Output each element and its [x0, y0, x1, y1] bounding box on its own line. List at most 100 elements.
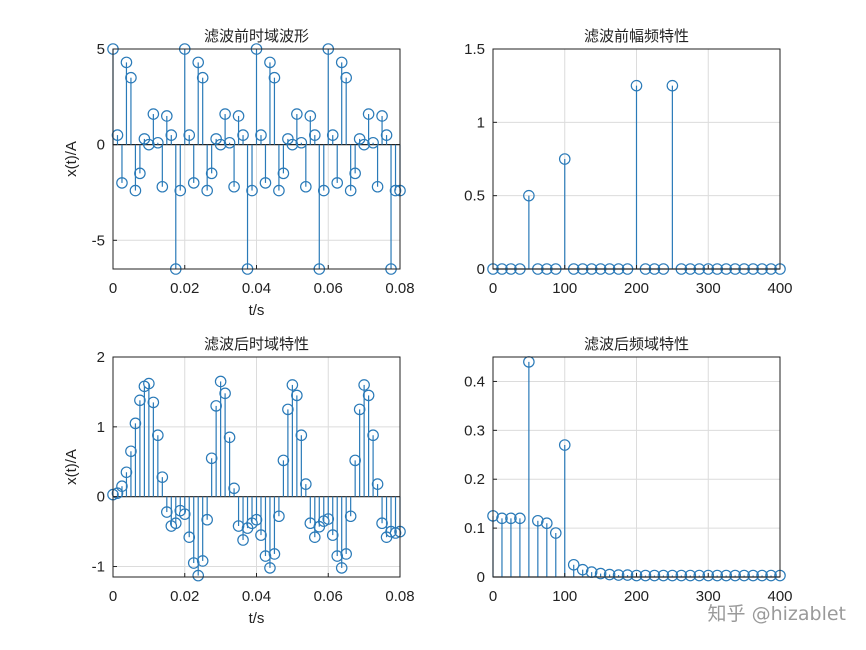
stem-marker [335, 562, 348, 574]
stem-marker [210, 400, 222, 412]
stem-marker [192, 56, 205, 69]
x-tick-label: 300 [696, 280, 721, 297]
x-tick-label: 0 [109, 588, 117, 605]
stem-marker [268, 548, 281, 560]
stem-marker [219, 387, 231, 400]
plot-1: 0 0.02 0.04 0.06 0.08 -5 0 5 滤波前时域波形 t/s x(t)/A [63, 27, 415, 319]
stem-marker [169, 517, 182, 530]
stem-marker [232, 110, 245, 122]
stem-marker [264, 56, 276, 69]
x-tick-label: 0.04 [242, 588, 271, 605]
stem-marker [389, 184, 402, 197]
stem-marker [165, 129, 178, 141]
y-tick-label: 0 [97, 137, 105, 154]
stem-marker [129, 417, 142, 430]
stem-marker [116, 480, 128, 493]
y-tick-label: 0.2 [464, 471, 485, 488]
stem-marker [232, 520, 245, 532]
stem-marker [340, 71, 352, 84]
stem-marker [125, 445, 137, 458]
stem-marker [349, 167, 361, 180]
y-axis-label: x(t)/A [63, 449, 80, 485]
stem-marker [273, 184, 285, 197]
stem-marker [134, 394, 146, 407]
stem-marker [259, 550, 272, 562]
stem-marker [246, 184, 258, 197]
stem-marker [223, 136, 236, 149]
stem-marker [196, 555, 209, 567]
stem-marker [514, 512, 526, 525]
stem-marker [385, 525, 397, 538]
y-tick-label: 0.3 [464, 422, 485, 439]
stem-marker [702, 569, 715, 582]
stem-marker [558, 439, 571, 451]
stem-marker [747, 569, 759, 582]
stem-marker [228, 482, 240, 495]
stem-marker [161, 506, 173, 518]
stem-marker [295, 136, 308, 149]
stem-marker [594, 567, 607, 580]
stem-marker [187, 557, 200, 569]
stem-marker [541, 517, 553, 530]
stem-marker [335, 56, 348, 69]
stem-marker [219, 108, 231, 120]
stem-marker [376, 517, 388, 530]
stem-marker [291, 389, 303, 402]
stem-marker [367, 429, 379, 442]
stem-marker [720, 569, 732, 582]
stem-marker [344, 184, 357, 197]
y-tick-label: 0 [477, 261, 485, 278]
stem-marker [657, 569, 670, 582]
stem-marker [496, 512, 508, 525]
x-axis-label: t/s [249, 302, 265, 319]
stem-marker [286, 379, 299, 391]
y-tick-label: 1.5 [464, 41, 485, 58]
y-tick-label: 0.4 [464, 373, 485, 390]
stem-marker [268, 71, 281, 84]
y-tick-label: 1 [97, 419, 105, 436]
x-tick-label: 0.08 [385, 280, 414, 297]
stem-marker [549, 527, 562, 539]
stem-marker [143, 377, 155, 390]
stem-marker [344, 510, 357, 523]
stem-marker [201, 513, 213, 526]
chart-title: 滤波前时域波形 [204, 27, 309, 45]
stem-marker [367, 136, 379, 149]
x-tick-label: 200 [624, 588, 649, 605]
stem-marker [358, 379, 370, 391]
stem-marker [353, 403, 366, 416]
stem-marker [523, 189, 535, 202]
stem-marker [300, 478, 312, 490]
stem-marker [134, 167, 146, 180]
stem-marker [183, 129, 196, 141]
stem-marker [675, 569, 688, 582]
chart-title: 滤波前幅频特性 [584, 27, 689, 45]
x-tick-label: 0.06 [314, 588, 343, 605]
stem-marker [183, 531, 196, 543]
stem-marker [273, 510, 285, 523]
stem-marker [214, 138, 227, 151]
stem-marker [684, 569, 697, 582]
stem-marker [277, 454, 290, 467]
stem-marker [111, 129, 124, 141]
stem-marker [116, 177, 128, 189]
x-tick-label: 0.02 [170, 588, 199, 605]
stem-marker [371, 180, 384, 193]
stem-marker [389, 527, 402, 539]
x-tick-label: 200 [624, 280, 649, 297]
stem-marker [196, 71, 209, 84]
stem-marker [756, 569, 768, 582]
stem-marker [362, 108, 375, 120]
stem-marker [666, 79, 679, 92]
stem-marker [255, 129, 267, 141]
stem-marker [223, 431, 236, 444]
stem-marker [317, 184, 330, 197]
y-tick-label: 5 [97, 41, 105, 58]
stem-marker [282, 403, 294, 416]
stem-marker [630, 569, 643, 582]
stem-marker [205, 167, 218, 180]
plot-4: 0 100 200 300 400 0 0.1 0.2 0.3 0.4 滤波后频域特性 [464, 335, 792, 605]
stem-marker [147, 108, 160, 120]
y-tick-label: 2 [97, 349, 105, 366]
x-tick-label: 0.04 [242, 280, 271, 297]
